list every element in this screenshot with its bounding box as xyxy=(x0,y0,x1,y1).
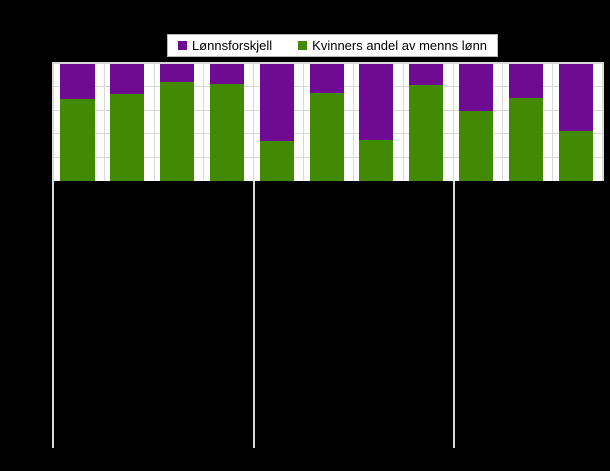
bars-container xyxy=(54,64,602,181)
bar-segment-kvinners-andel xyxy=(409,85,444,181)
chart-legend: Lønnsforskjell Kvinners andel av menns l… xyxy=(167,34,498,57)
bar-segment-kvinners-andel xyxy=(359,140,394,181)
bar-slot xyxy=(552,64,602,181)
legend-swatch-green-icon xyxy=(298,41,308,50)
stacked-bar xyxy=(209,64,245,181)
bar-segment-kvinners-andel xyxy=(259,141,294,181)
legend-label-lonnsforskjell: Lønnsforskjell xyxy=(191,38,273,53)
bar-segment-kvinners-andel xyxy=(160,81,195,181)
legend-item-kvinners-andel[interactable]: Kvinners andel av menns lønn xyxy=(298,38,487,53)
bar-slot xyxy=(54,64,104,181)
bar-slot xyxy=(453,64,503,181)
bar-segment-lonnsforskjell xyxy=(309,64,344,94)
gridline-vertical xyxy=(502,64,504,181)
stacked-bar xyxy=(558,64,593,181)
stacked-bar xyxy=(60,64,95,181)
stacked-bar xyxy=(259,64,294,181)
gridline-vertical xyxy=(303,64,305,181)
bar-segment-lonnsforskjell xyxy=(558,64,593,131)
gridline-vertical xyxy=(352,64,354,181)
legend-item-lonnsforskjell[interactable]: Lønnsforskjell xyxy=(177,38,273,53)
gridline-vertical xyxy=(452,64,454,181)
legend-swatch-purple-icon xyxy=(177,41,187,50)
bar-segment-lonnsforskjell xyxy=(508,64,543,98)
bar-segment-lonnsforskjell xyxy=(60,64,95,100)
bar-slot xyxy=(303,64,353,181)
gridline-vertical xyxy=(402,64,404,181)
bar-segment-lonnsforskjell xyxy=(409,64,444,86)
gridline-vertical xyxy=(203,64,205,181)
gridline-vertical xyxy=(253,64,255,181)
stacked-bar xyxy=(458,64,494,181)
bar-slot xyxy=(104,64,154,181)
bar-segment-lonnsforskjell xyxy=(458,64,494,111)
axis-group-separator-line xyxy=(453,181,456,448)
bar-slot xyxy=(203,64,253,181)
bar-segment-kvinners-andel xyxy=(508,97,543,181)
bar-segment-lonnsforskjell xyxy=(259,64,294,142)
gridline-vertical xyxy=(552,64,554,181)
bar-segment-kvinners-andel xyxy=(309,93,344,181)
axis-group-separator-line xyxy=(252,181,255,448)
bar-slot xyxy=(154,64,204,181)
stacked-bar xyxy=(508,64,543,181)
bar-segment-kvinners-andel xyxy=(209,83,245,181)
bar-slot xyxy=(502,64,552,181)
axis-group-separator-line xyxy=(52,181,54,448)
bar-segment-lonnsforskjell xyxy=(209,64,245,84)
bar-slot xyxy=(253,64,303,181)
gridline-vertical xyxy=(153,64,155,181)
bar-segment-kvinners-andel xyxy=(60,99,95,181)
stacked-bar xyxy=(359,64,394,181)
bar-segment-kvinners-andel xyxy=(558,130,593,181)
bar-slot xyxy=(403,64,453,181)
stacked-bar xyxy=(309,64,344,181)
bar-segment-lonnsforskjell xyxy=(110,64,145,95)
bar-segment-kvinners-andel xyxy=(110,94,145,181)
legend-label-kvinners-andel: Kvinners andel av menns lønn xyxy=(312,38,488,53)
gridline-vertical xyxy=(103,64,105,181)
stacked-bar xyxy=(160,64,195,181)
stacked-bar xyxy=(409,64,444,181)
bar-segment-kvinners-andel xyxy=(458,110,494,181)
stacked-bar xyxy=(110,64,145,181)
bar-segment-lonnsforskjell xyxy=(359,64,394,141)
bar-slot xyxy=(353,64,403,181)
bar-segment-lonnsforskjell xyxy=(160,64,195,82)
plot-area xyxy=(52,62,604,181)
